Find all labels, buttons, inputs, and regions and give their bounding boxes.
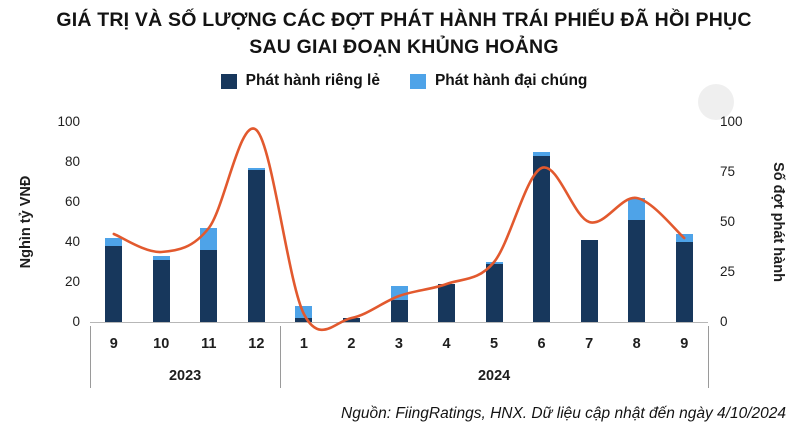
- legend-swatch-private-icon: [220, 73, 237, 89]
- bar-private-2: [343, 318, 360, 322]
- decorative-circle: [698, 84, 734, 120]
- year-label-2024: 2024: [477, 368, 511, 384]
- chart-title-line2: SAU GIAI ĐOẠN KHỦNG HOẢNG: [249, 36, 559, 58]
- legend-item-private: Phát hành riêng lẻ: [220, 72, 380, 90]
- bar-private-1: [295, 318, 313, 322]
- month-label-10: 7: [585, 336, 594, 352]
- bar-private-6: [533, 156, 551, 322]
- left-tick-100: 100: [57, 114, 80, 129]
- bar-private-7: [580, 240, 598, 322]
- left-tick-0: 0: [72, 314, 80, 329]
- month-label-3: 12: [248, 336, 265, 352]
- bar-public-10: [152, 256, 170, 260]
- bar-private-9: [675, 242, 693, 322]
- month-label-0: 9: [109, 336, 118, 352]
- month-label-11: 8: [632, 336, 641, 352]
- bar-private-8: [628, 220, 646, 322]
- right-tick-25: 25: [720, 264, 736, 279]
- month-label-5: 2: [347, 336, 356, 352]
- legend-swatch-public-icon: [409, 73, 426, 89]
- month-label-8: 5: [490, 336, 499, 352]
- left-tick-20: 20: [64, 274, 80, 289]
- left-tick-40: 40: [64, 234, 80, 249]
- x-axis-line: [90, 322, 708, 323]
- bar-private-12: [247, 170, 265, 322]
- legend-label-private: Phát hành riêng lẻ: [245, 72, 380, 89]
- right-tick-50: 50: [720, 214, 736, 229]
- left-axis-title: Nghìn tỷ VNĐ: [18, 175, 34, 269]
- year-divider: [90, 326, 91, 388]
- bar-private-10: [152, 260, 170, 322]
- bar-private-5: [485, 264, 503, 322]
- month-label-12: 9: [680, 336, 689, 352]
- month-label-6: 3: [394, 336, 403, 352]
- left-tick-80: 80: [64, 154, 80, 169]
- chart-title-line1: GIÁ TRỊ VÀ SỐ LƯỢNG CÁC ĐỢT PHÁT HÀNH TR…: [56, 9, 752, 31]
- bar-private-4: [438, 284, 455, 322]
- bar-public-6: [533, 152, 551, 156]
- chart-legend: Phát hành riêng lẻ Phát hành đại chúng: [0, 72, 808, 90]
- bar-public-12: [247, 168, 265, 170]
- month-label-7: 4: [442, 336, 451, 352]
- source-note: Nguồn: FiingRatings, HNX. Dữ liệu cập nh…: [341, 405, 786, 422]
- month-label-9: 6: [537, 336, 546, 352]
- bar-private-9: [105, 246, 123, 322]
- chart-title: GIÁ TRỊ VÀ SỐ LƯỢNG CÁC ĐỢT PHÁT HÀNH TR…: [0, 7, 808, 61]
- right-axis-title: Số đợt phát hành: [770, 162, 786, 282]
- month-label-2: 11: [201, 336, 217, 352]
- right-tick-75: 75: [720, 164, 736, 179]
- bar-public-9: [105, 238, 123, 246]
- month-label-4: 1: [299, 336, 308, 352]
- legend-label-public: Phát hành đại chúng: [434, 72, 588, 89]
- bar-private-3: [390, 300, 408, 322]
- month-label-1: 10: [153, 336, 170, 352]
- right-tick-100: 100: [720, 114, 743, 129]
- year-divider: [280, 326, 282, 388]
- year-label-2023: 2023: [168, 368, 202, 384]
- year-divider: [708, 326, 709, 388]
- right-tick-0: 0: [720, 314, 728, 329]
- bar-public-8: [628, 198, 646, 220]
- legend-item-public: Phát hành đại chúng: [409, 72, 588, 90]
- bar-private-11: [200, 250, 218, 322]
- plot-area: [90, 122, 708, 331]
- issuance-count-line: [112, 127, 686, 331]
- left-tick-60: 60: [64, 194, 80, 209]
